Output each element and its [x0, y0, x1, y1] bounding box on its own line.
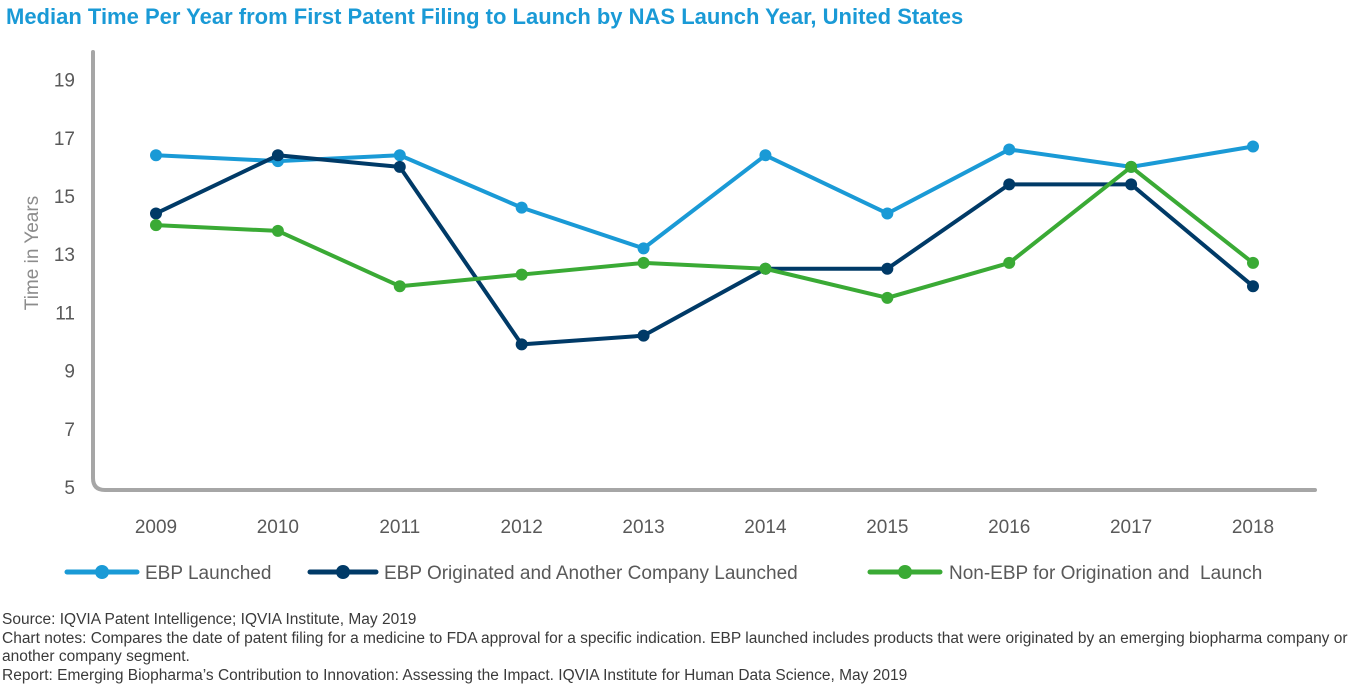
data-point — [150, 149, 162, 162]
data-point — [393, 149, 406, 162]
data-point — [1247, 256, 1259, 269]
x-tick-label: 2015 — [866, 517, 908, 538]
y-tick-label: 13 — [54, 245, 75, 266]
footnotes: Source: IQVIA Patent Intelligence; IQVIA… — [2, 611, 1350, 685]
series-lines — [150, 140, 1259, 351]
x-tick-label: 2011 — [379, 517, 420, 538]
legend-item-2: EBP Originated and Another Company Launc… — [307, 563, 798, 584]
series-3 — [150, 160, 1259, 304]
data-point — [1003, 178, 1016, 191]
axes: 5 7 9 11 13 15 17 19 Time in Years 2009 2010 2011 20… — [22, 50, 1317, 538]
data-point — [515, 338, 528, 351]
legend-label: EBP Launched — [145, 563, 271, 584]
source-note: Source: IQVIA Patent Intelligence; IQVIA… — [2, 611, 417, 628]
legend: EBP Launched EBP Originated and Another C… — [64, 563, 1262, 584]
data-point — [515, 201, 528, 214]
y-tick-label: 15 — [54, 187, 75, 208]
x-tick-label: 2014 — [744, 517, 787, 538]
line-chart: 5 7 9 11 13 15 17 19 Time in Years 2009 2010 2011 20… — [22, 50, 1317, 584]
data-point — [759, 149, 772, 162]
x-tick-label: 2013 — [622, 517, 664, 538]
y-axis-label: Time in Years — [22, 196, 43, 310]
data-point — [881, 291, 894, 304]
data-point — [1003, 256, 1016, 269]
legend-swatch-marker — [95, 565, 109, 579]
legend-label: EBP Originated and Another Company Launc… — [384, 563, 798, 584]
y-tick-label: 17 — [54, 129, 75, 150]
data-point — [1125, 178, 1138, 191]
data-point — [881, 262, 894, 275]
x-tick-label: 2009 — [135, 517, 177, 538]
y-tick-label: 11 — [55, 303, 75, 324]
chart-notes: Chart notes: Compares the date of patent… — [2, 629, 1348, 666]
y-tick-label: 5 — [64, 478, 75, 499]
series-line — [154, 164, 1255, 300]
data-point — [150, 207, 162, 220]
legend-label: Non-EBP for Origination and Launch — [949, 563, 1262, 584]
data-point — [1247, 140, 1259, 153]
legend-item-1: EBP Launched — [64, 563, 271, 584]
data-point — [881, 207, 894, 220]
x-tick-label: 2016 — [988, 517, 1030, 538]
data-point — [637, 329, 650, 342]
x-tick-label: 2012 — [501, 517, 543, 538]
legend-item-3: Non-EBP for Origination and Launch — [867, 563, 1262, 584]
x-tick-label: 2010 — [257, 517, 299, 538]
data-point — [1125, 160, 1138, 173]
data-point — [515, 268, 528, 281]
y-tick-label: 7 — [64, 420, 75, 441]
series-line — [154, 144, 1255, 251]
x-tick-label: 2017 — [1110, 517, 1152, 538]
y-tick-label: 19 — [54, 71, 75, 92]
legend-swatch-marker — [336, 565, 350, 579]
data-point — [150, 219, 162, 232]
x-tick-label: 2018 — [1232, 517, 1274, 538]
data-point — [393, 160, 406, 173]
data-point — [637, 256, 650, 269]
data-point — [1247, 280, 1259, 293]
chart-axis-line — [91, 50, 1317, 492]
y-tick-label: 9 — [64, 362, 75, 383]
data-point — [637, 242, 650, 255]
series-line — [154, 153, 1255, 347]
data-point — [759, 262, 772, 275]
chart-title: Median Time Per Year from First Patent F… — [6, 4, 964, 29]
report-note: Report: Emerging Biopharma’s Contributio… — [2, 666, 908, 684]
data-point — [1003, 143, 1016, 156]
legend-swatch-marker — [898, 565, 912, 579]
data-point — [271, 224, 284, 237]
data-point — [393, 280, 406, 293]
data-point — [271, 149, 284, 162]
